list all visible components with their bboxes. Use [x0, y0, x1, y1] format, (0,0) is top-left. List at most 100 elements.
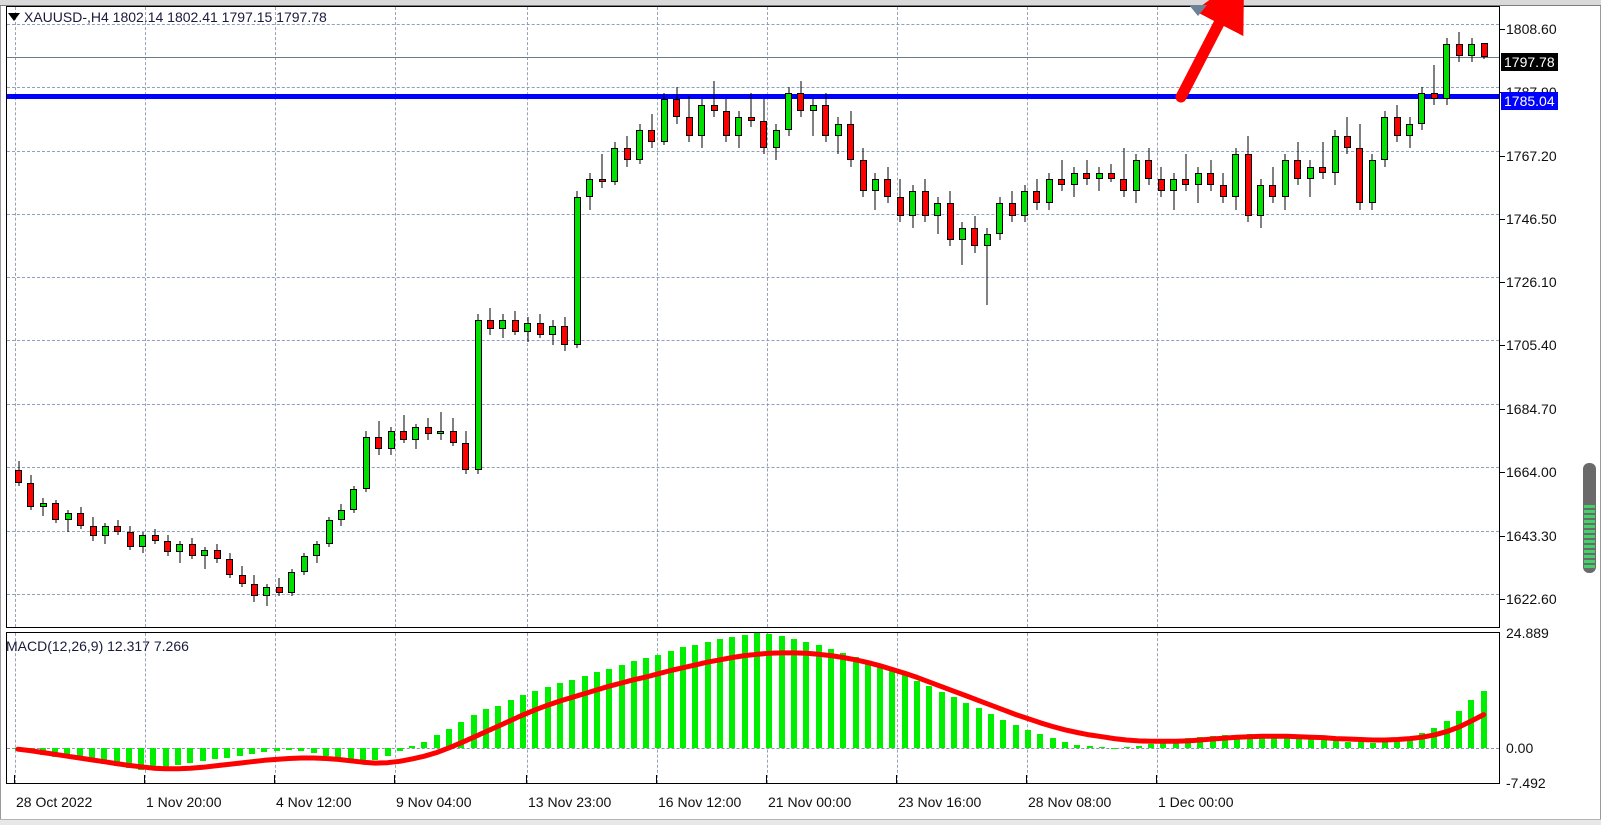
time-axis-tick: 16 Nov 12:00	[658, 794, 742, 810]
macd-histogram-bar	[618, 664, 625, 749]
candle-body-bearish	[648, 129, 656, 143]
macd-histogram-bar	[1382, 741, 1389, 749]
triangle-down-icon[interactable]	[8, 13, 20, 21]
macd-signal-line	[15, 650, 1487, 772]
scrollbar-stripe	[1584, 550, 1595, 553]
price-axis-tick-mark	[1500, 345, 1505, 347]
macd-axis-tick: 24.889	[1506, 625, 1549, 641]
price-axis-tick: 1684.70	[1506, 400, 1557, 417]
macd-histogram-bar	[692, 644, 699, 749]
candle-body-bullish	[350, 488, 358, 511]
time-axis[interactable]: 28 Oct 2022 1 Nov 20:00 4 Nov 12:00 9 Nov 0…	[6, 775, 1500, 819]
vertical-gridline	[395, 633, 396, 783]
horizontal-gridline	[7, 276, 1499, 278]
candle-body-bullish	[39, 502, 47, 508]
macd-histogram-bar	[470, 714, 477, 749]
symbol-ohlc-label: XAUUSD-,H4 1802.14 1802.41 1797.15 1797.…	[24, 9, 327, 25]
price-axis-tick: 1808.60	[1506, 20, 1557, 37]
price-axis-tick-mark	[1500, 535, 1505, 537]
vertical-gridline	[1157, 633, 1158, 783]
macd-indicator-panel[interactable]	[6, 632, 1500, 784]
candle-body-bullish	[412, 427, 420, 440]
candle-body-bullish	[337, 510, 345, 520]
candle-body-bearish	[226, 559, 234, 575]
macd-histogram-bar	[1086, 746, 1093, 749]
bid-price-badge: 1797.78	[1501, 52, 1558, 71]
candlestick	[623, 7, 631, 627]
macd-histogram-bar	[655, 654, 662, 749]
candlestick	[1008, 7, 1016, 627]
price-chart-panel[interactable]	[6, 6, 1500, 628]
candle-body-bearish	[1107, 172, 1115, 179]
candle-wick	[750, 92, 752, 127]
time-axis-tick-mark	[274, 775, 275, 783]
macd-plot-area[interactable]	[7, 633, 1499, 783]
vertical-gridline	[657, 7, 658, 627]
candlestick	[1244, 7, 1252, 627]
macd-histogram-bar	[667, 651, 674, 749]
scrollbar-stripe	[1584, 515, 1595, 518]
macd-histogram-bar	[322, 748, 329, 756]
time-axis-tick-mark	[526, 775, 527, 783]
scrollbar-thumb[interactable]	[1583, 463, 1596, 573]
candle-body-bullish	[934, 203, 942, 216]
candlestick	[822, 7, 830, 627]
macd-histogram-bar	[1160, 741, 1167, 749]
candle-body-bullish	[1232, 154, 1240, 198]
macd-histogram-bar	[1000, 719, 1007, 749]
macd-histogram-bar	[1394, 739, 1401, 749]
macd-axis[interactable]: 24.889 0.00 -7.492	[1500, 625, 1595, 791]
candle-body-bullish	[1045, 178, 1053, 204]
candlestick	[139, 7, 147, 627]
candlestick	[250, 7, 258, 627]
candlestick	[871, 7, 879, 627]
macd-histogram-bar	[1345, 741, 1352, 749]
candle-wick	[1173, 172, 1175, 210]
macd-histogram-bar	[1135, 745, 1142, 749]
macd-histogram-bar	[1406, 737, 1413, 749]
candlestick	[449, 7, 457, 627]
candle-wick	[204, 547, 206, 569]
candlestick	[1331, 7, 1339, 627]
macd-histogram-bar	[717, 638, 724, 749]
candle-body-bearish	[1480, 43, 1488, 57]
macd-histogram-bar	[803, 641, 810, 749]
macd-histogram-bar	[877, 665, 884, 749]
vertical-gridline	[145, 633, 146, 783]
vertical-scrollbar[interactable]	[1583, 8, 1596, 780]
candle-wick	[1123, 148, 1125, 198]
object-marker-triangle-icon[interactable]	[1189, 5, 1207, 16]
macd-histogram-bar	[1098, 747, 1105, 749]
candle-body-bullish	[1381, 117, 1389, 161]
scrollbar-stripe	[1584, 545, 1595, 548]
time-axis-tick-mark	[896, 775, 897, 783]
macd-histogram-bar	[1357, 742, 1364, 749]
candle-body-bearish	[1058, 178, 1066, 185]
candle-body-bearish	[1083, 172, 1091, 179]
candlestick	[1083, 7, 1091, 627]
candle-body-bearish	[424, 427, 432, 434]
macd-histogram-bar	[76, 748, 83, 761]
candlestick	[1107, 7, 1115, 627]
macd-histogram-bar	[199, 748, 206, 762]
price-axis[interactable]: 1808.601787.901767.201746.501726.101705.…	[1500, 6, 1595, 628]
candlestick	[1356, 7, 1364, 627]
candlestick	[1393, 7, 1401, 627]
window-bottom-strip	[0, 819, 1601, 825]
candlestick	[52, 7, 60, 627]
price-plot-area[interactable]	[7, 7, 1499, 627]
candlestick	[996, 7, 1004, 627]
macd-histogram-bar	[138, 748, 145, 770]
macd-histogram-bar	[409, 746, 416, 749]
candlestick	[884, 7, 892, 627]
candle-body-bearish	[1455, 43, 1463, 57]
candlestick	[275, 7, 283, 627]
vertical-gridline	[897, 7, 898, 627]
candle-body-bullish	[834, 123, 842, 136]
candle-wick	[837, 117, 839, 155]
time-axis-tick-mark	[656, 775, 657, 783]
candle-body-bearish	[1033, 191, 1041, 204]
candlestick	[710, 7, 718, 627]
macd-histogram-bar	[359, 748, 366, 765]
support-level-line[interactable]	[7, 93, 1499, 99]
